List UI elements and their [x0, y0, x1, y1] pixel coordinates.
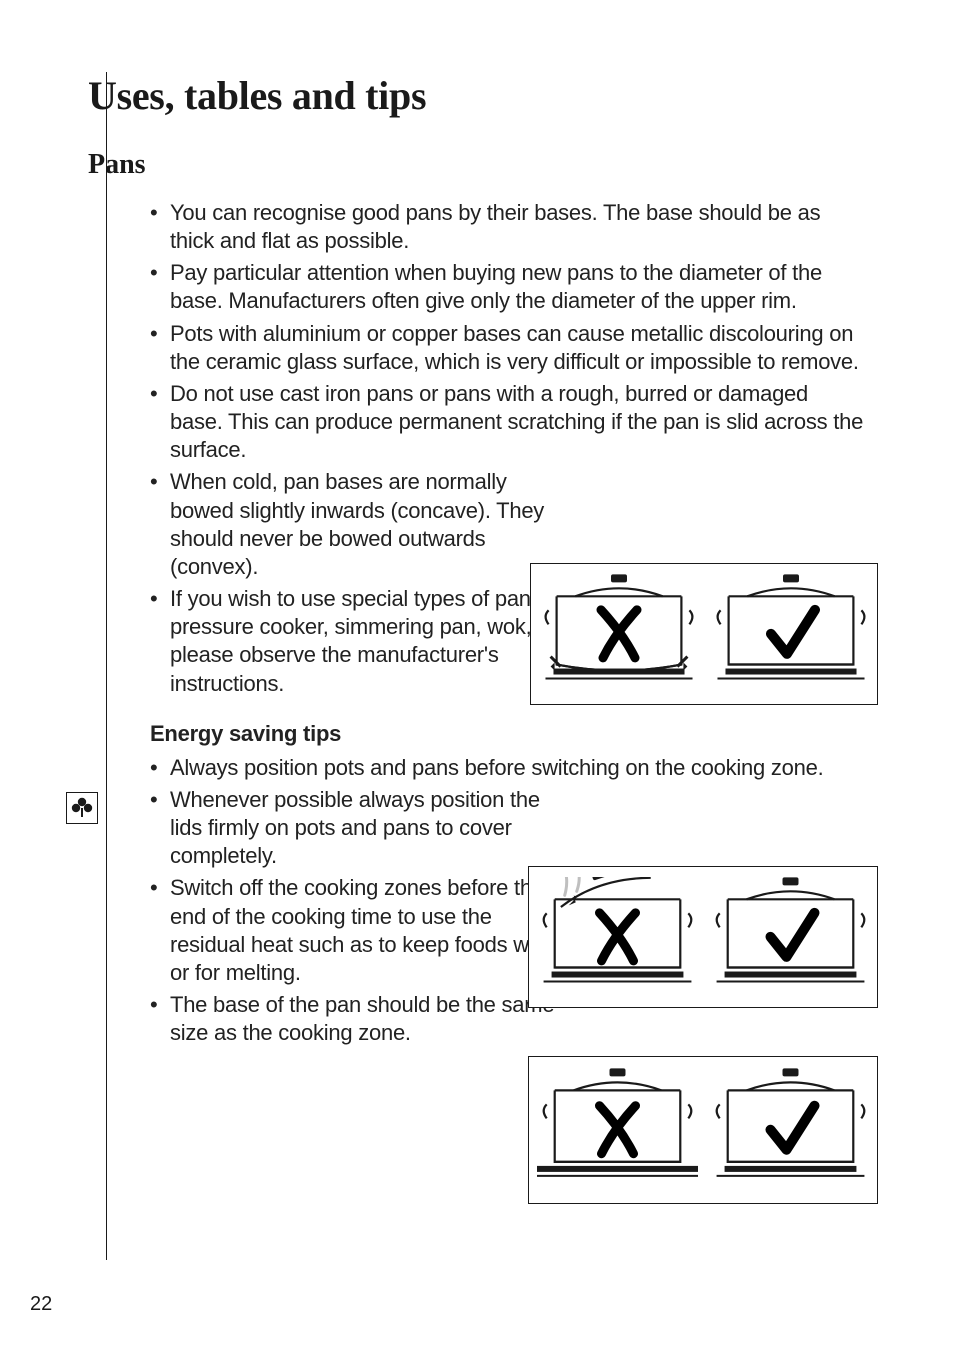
pans-bullet: Pay particular attention when buying new…	[150, 259, 866, 315]
page-number: 22	[30, 1293, 52, 1316]
pans-bullet: You can recognise good pans by their bas…	[150, 199, 866, 255]
energy-bullet: Whenever possible always position the li…	[150, 786, 570, 870]
figure-size-mismatch	[528, 1056, 878, 1204]
cross-icon	[601, 610, 637, 658]
cross-icon	[600, 913, 636, 961]
good-pot-icon	[710, 877, 871, 1001]
left-rule	[106, 72, 107, 1260]
pans-bullet: Do not use cast iron pans or pans with a…	[150, 380, 866, 464]
energy-bullet: Switch off the cooking zones before the …	[150, 874, 570, 987]
section-pans-heading: Pans	[88, 149, 866, 181]
bad-pot-icon	[537, 877, 698, 1001]
energy-heading: Energy saving tips	[150, 720, 866, 748]
good-pot-icon	[711, 574, 871, 698]
check-icon	[771, 1106, 815, 1150]
check-icon	[771, 913, 815, 957]
energy-bullet: Always position pots and pans before swi…	[150, 754, 866, 782]
bad-pot-icon	[537, 1067, 698, 1197]
pans-bullet: When cold, pan bases are normally bowed …	[150, 468, 570, 581]
bad-pot-icon	[539, 574, 699, 698]
energy-bullet: The base of the pan should be the same s…	[150, 991, 570, 1047]
tip-icon	[66, 792, 98, 824]
clover-icon	[70, 796, 94, 820]
page-title: Uses, tables and tips	[88, 72, 866, 119]
good-pot-icon	[710, 1067, 871, 1197]
figure-convex-vs-flat	[530, 563, 878, 705]
pans-bullet: Pots with aluminium or copper bases can …	[150, 320, 866, 376]
check-icon	[771, 610, 815, 654]
figure-lid-off-vs-on	[528, 866, 878, 1008]
cross-icon	[600, 1106, 636, 1154]
